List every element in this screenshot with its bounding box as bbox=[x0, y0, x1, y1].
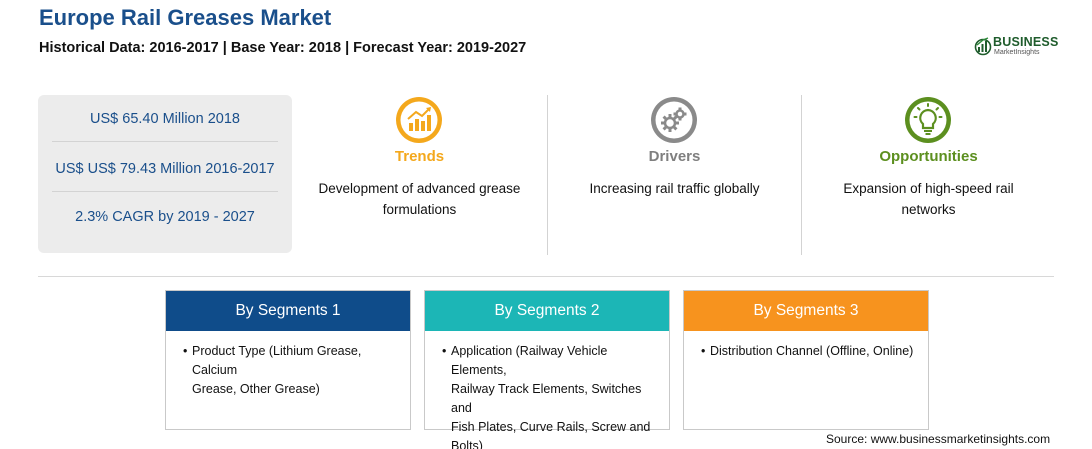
segment-card-2: By Segments 2 • Application (Railway Veh… bbox=[424, 290, 670, 449]
stat-market-size-2018: US$ 65.40 Million 2018 bbox=[90, 111, 240, 127]
gears-icon bbox=[651, 97, 697, 143]
drivers-heading: Drivers bbox=[648, 148, 701, 165]
page-title: Europe Rail Greases Market bbox=[39, 5, 332, 30]
column-divider bbox=[547, 95, 548, 255]
trends-description: Development of advanced grease formulati… bbox=[318, 181, 521, 217]
stat-market-size-historical: US$ US$ 79.43 Million 2016-2017 bbox=[55, 161, 275, 177]
segment-card-3: By Segments 3 • Distribution Channel (Of… bbox=[683, 290, 929, 430]
bullet-icon: • bbox=[183, 344, 188, 358]
trend-chart-icon bbox=[396, 97, 442, 143]
market-stats-box: US$ 65.40 Million 2018 US$ US$ 79.43 Mil… bbox=[38, 95, 292, 253]
source-note: Source: www.businessmarketinsights.com bbox=[826, 432, 1051, 446]
opportunities-description: Expansion of high-speed rail networks bbox=[843, 181, 1014, 217]
bullet-icon: • bbox=[442, 344, 447, 358]
trends-column: Trends Development of advanced grease fo… bbox=[297, 95, 542, 255]
logo-globe-icon bbox=[974, 37, 992, 56]
bullet-icon: • bbox=[701, 344, 706, 358]
segment-1-title: By Segments 1 bbox=[166, 291, 410, 331]
section-divider bbox=[38, 276, 1054, 277]
opportunities-heading: Opportunities bbox=[879, 148, 978, 165]
column-divider bbox=[801, 95, 802, 255]
drivers-column: Drivers Increasing rail traffic globally bbox=[552, 95, 797, 255]
brand-logo: BUSINESS MarketInsights bbox=[974, 34, 1064, 60]
logo-word: BUSINESS bbox=[993, 35, 1059, 49]
segment-2-title: By Segments 2 bbox=[425, 291, 669, 331]
stat-cagr: 2.3% CAGR by 2019 - 2027 bbox=[75, 209, 255, 225]
trends-heading: Trends bbox=[394, 148, 445, 165]
segment-3-title: By Segments 3 bbox=[684, 291, 928, 331]
segment-card-1: By Segments 1 • Product Type (Lithium Gr… bbox=[165, 290, 411, 430]
opportunities-column: Opportunities Expansion of high-speed ra… bbox=[806, 95, 1051, 255]
drivers-description: Increasing rail traffic globally bbox=[589, 181, 760, 196]
logo-subtext: MarketInsights bbox=[994, 49, 1040, 56]
stat-divider bbox=[52, 141, 278, 142]
stat-divider bbox=[52, 191, 278, 192]
page-subtitle: Historical Data: 2016-2017 | Base Year: … bbox=[39, 40, 527, 56]
segment-1-body: • Product Type (Lithium Grease, Calcium … bbox=[183, 344, 362, 396]
segment-2-body: • Application (Railway Vehicle Elements,… bbox=[442, 344, 651, 449]
segment-3-body: • Distribution Channel (Offline, Online) bbox=[684, 331, 928, 361]
lightbulb-icon bbox=[905, 97, 951, 143]
